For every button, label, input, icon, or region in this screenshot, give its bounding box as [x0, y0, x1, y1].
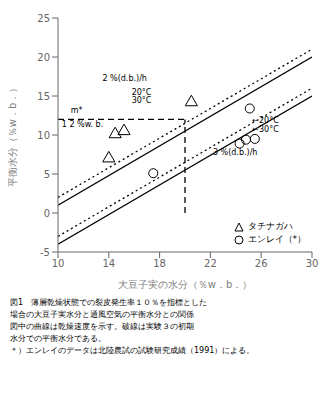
svg-text:10: 10 [52, 258, 65, 269]
svg-text:3 %(d.b.)/h: 3 %(d.b.)/h [213, 148, 257, 157]
svg-text:1 2 %w. b.: 1 2 %w. b. [62, 120, 103, 129]
html-text:エンレイ（*）: エンレイ（*） [247, 234, 306, 244]
svg-text:25: 25 [37, 13, 50, 24]
svg-text:22: 22 [204, 258, 217, 269]
svg-text:2 %(d.b.)/h: 2 %(d.b.)/h [102, 74, 146, 83]
svg-text:30: 30 [306, 258, 319, 269]
svg-text:30°C: 30°C [132, 96, 152, 105]
svg-text:-5: -5 [40, 247, 50, 258]
svg-text:14: 14 [102, 258, 115, 269]
html-text:タチナガハ: タチナガハ [247, 221, 293, 231]
svg-text:20°C: 20°C [131, 87, 152, 97]
svg-text:m*: m* [71, 106, 83, 115]
svg-text:平衡水分（％w．b．）: 平衡水分（％w．b．） [8, 83, 18, 188]
svg-text:15: 15 [37, 91, 50, 102]
svg-text:0: 0 [44, 208, 50, 219]
html-text:水分での平衡水分である。: 水分での平衡水分である。 [10, 334, 106, 343]
svg-text:←20°C: ←20°C [252, 116, 279, 126]
svg-text:←30°C: ←30°C [252, 125, 279, 134]
svg-text:20: 20 [37, 52, 50, 63]
html-text:図中の曲線は乾燥速度を示す。破線は実験３の初期: 図中の曲線は乾燥速度を示す。破線は実験３の初期 [10, 322, 194, 331]
html-text:場合の大豆子実水分と通風空気の平衡水分との関係: 場合の大豆子実水分と通風空気の平衡水分との関係 [10, 310, 194, 319]
svg-text:26: 26 [255, 258, 268, 269]
html-text:図1 薄層乾燥状態での裂皮発生率１０％を指標とした: 図1 薄層乾燥状態での裂皮発生率１０％を指標とした [10, 298, 208, 307]
svg-text:10: 10 [37, 130, 50, 141]
svg-text:18: 18 [153, 258, 166, 269]
svg-text:大豆子実の水分（％w．b．）: 大豆子実の水分（％w．b．） [118, 279, 253, 290]
svg-text:5: 5 [44, 169, 50, 180]
html-text:＊）エンレイのデータは北陸農試の試験研究成績（1991）によ: ＊）エンレイのデータは北陸農試の試験研究成績（1991）による。 [10, 346, 255, 355]
